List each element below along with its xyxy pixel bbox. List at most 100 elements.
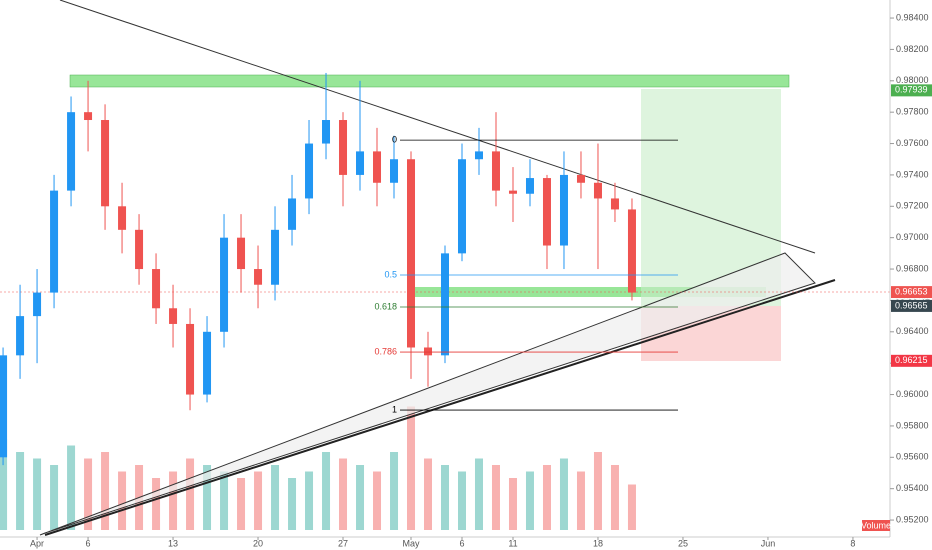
volume-bar: [271, 465, 280, 530]
volume-bar: [84, 458, 93, 530]
candle-body: [525, 178, 534, 194]
volume-tag: [862, 520, 890, 531]
candle-body: [50, 190, 59, 293]
y-tick-label: 0.95600: [896, 452, 929, 462]
volume-bar: [627, 484, 636, 530]
volume-bar: [576, 471, 585, 530]
candle-body: [373, 151, 382, 183]
resistance-zone: [69, 74, 790, 88]
price-tag: [891, 84, 932, 97]
volume-bar: [491, 465, 500, 530]
volume-bar: [0, 439, 8, 530]
volume-bar: [373, 471, 382, 530]
volume-bar: [559, 458, 568, 530]
x-tick-label: 13: [168, 538, 178, 548]
candle-body: [322, 120, 331, 144]
y-tick-label: 0.98200: [896, 44, 929, 54]
y-tick-label: 0.97800: [896, 107, 929, 117]
fib-label: 0.618: [374, 301, 397, 311]
price-tag-label: 0.97939: [895, 85, 928, 95]
y-tick-label: 0.95200: [896, 514, 929, 524]
trend-line: [44, 279, 836, 536]
support-zone: [408, 287, 766, 297]
y-tick-label: 0.95400: [896, 483, 929, 493]
candle-body: [0, 355, 8, 458]
x-tick-label: Apr: [30, 538, 44, 548]
y-tick-label: 0.98400: [896, 12, 929, 22]
candle-body: [305, 143, 314, 199]
candle-body: [491, 151, 500, 191]
x-tick-label: 8: [850, 538, 855, 548]
volume-bar: [101, 452, 110, 530]
candle-body: [457, 159, 466, 254]
price-tag-label: 0.96653: [895, 286, 928, 296]
candle-body: [390, 159, 399, 183]
x-tick-label: 20: [253, 538, 263, 548]
trend-line: [59, 0, 816, 254]
candle-body: [203, 331, 212, 395]
volume-bar: [424, 458, 433, 530]
volume-bar: [169, 471, 178, 530]
price-tag-label: 0.96215: [895, 355, 928, 365]
volume-bar: [118, 471, 127, 530]
y-tick-label: 0.95800: [896, 420, 929, 430]
volume-bar: [254, 471, 263, 530]
candle-body: [220, 237, 229, 332]
candle-body: [186, 323, 195, 395]
candle-body: [118, 206, 127, 230]
x-tick-label: 25: [678, 538, 688, 548]
price-tag: [891, 286, 932, 299]
x-tick-label: 6: [459, 538, 464, 548]
candle-body: [627, 209, 636, 293]
y-tick-label: 0.96000: [896, 389, 929, 399]
x-tick-label: May: [402, 538, 420, 548]
candle-body: [169, 308, 178, 324]
volume-label: Volume: [861, 520, 891, 530]
volume-bar: [610, 465, 619, 530]
candle-body: [441, 253, 449, 356]
volume-bar: [356, 465, 365, 530]
volume-bar: [390, 452, 399, 530]
volume-bar: [525, 471, 534, 530]
candle-body: [67, 112, 76, 191]
candle-body: [101, 120, 110, 207]
candle-body: [254, 269, 263, 285]
y-tick-label: 0.97000: [896, 232, 929, 242]
volume-bar: [237, 478, 246, 530]
candle-body: [424, 347, 433, 356]
candle-body: [339, 120, 348, 175]
volume-bar: [33, 458, 42, 530]
x-tick-label: 27: [338, 538, 348, 548]
y-tick-label: 0.97200: [896, 201, 929, 211]
volume-bar: [441, 465, 449, 530]
triangle-wedge: [39, 252, 816, 536]
x-tick-label: 18: [593, 538, 603, 548]
y-tick-label: 0.96800: [896, 263, 929, 273]
candle-body: [135, 229, 144, 270]
candle-body: [237, 237, 246, 270]
candle-body: [542, 178, 551, 246]
y-tick-label: 0.97600: [896, 138, 929, 148]
volume-bar: [593, 452, 602, 530]
candle-body: [559, 174, 568, 246]
volume-bar: [474, 458, 483, 530]
volume-bar: [186, 458, 195, 530]
x-tick-label: Jun: [761, 538, 776, 548]
volume-bar: [542, 465, 551, 530]
candle-body: [288, 198, 297, 230]
volume-bar: [407, 406, 416, 530]
y-tick-label: 0.97400: [896, 169, 929, 179]
candle-body: [593, 182, 602, 199]
candle-body: [152, 269, 161, 309]
y-tick-label: 0.98000: [896, 75, 929, 85]
candle-body: [356, 151, 365, 175]
volume-bar: [67, 445, 76, 530]
volume-bar: [508, 478, 517, 530]
volume-bar: [457, 471, 466, 530]
volume-bar: [339, 458, 348, 530]
x-tick-label: 11: [508, 538, 517, 548]
price-tag-label: 0.96565: [895, 300, 928, 310]
fib-label: 1: [392, 404, 397, 414]
candle-body: [33, 292, 42, 317]
